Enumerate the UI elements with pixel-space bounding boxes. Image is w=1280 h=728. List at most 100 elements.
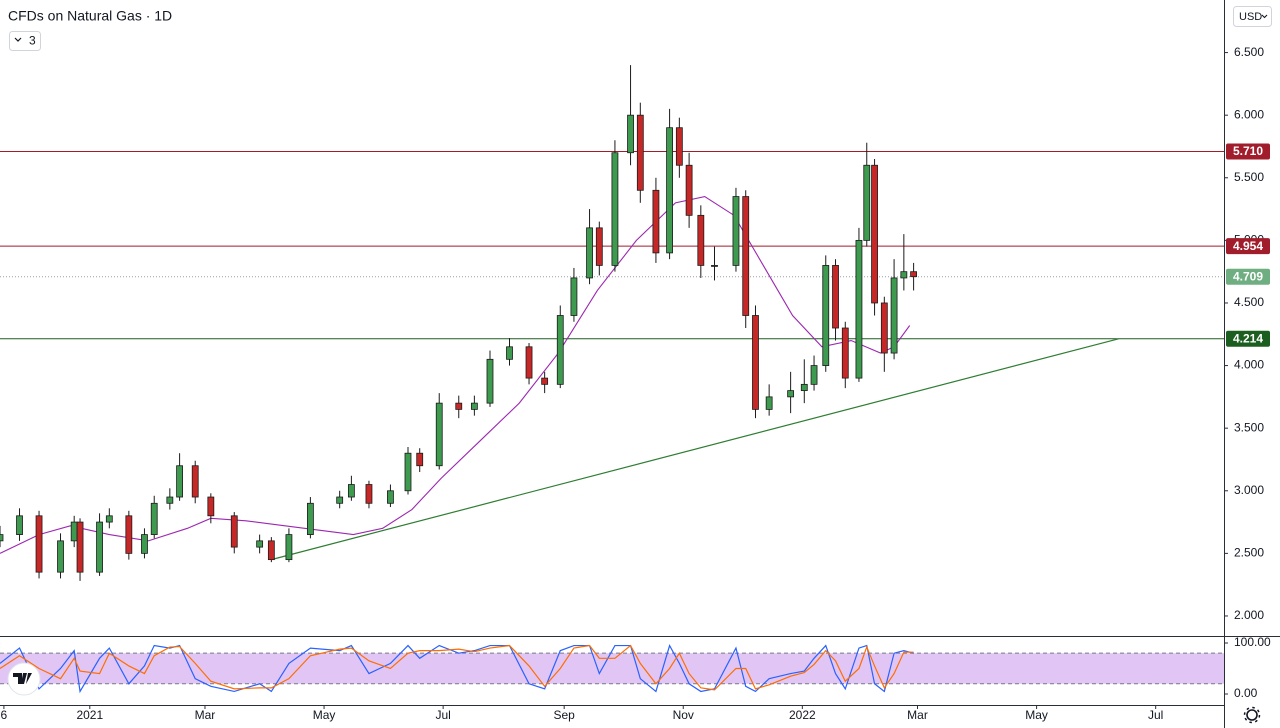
candle-body <box>336 496 344 504</box>
candle-body <box>35 515 43 573</box>
price-badge <box>1226 143 1270 160</box>
candle-body <box>742 196 750 316</box>
candle-body <box>627 114 634 154</box>
candle-body <box>267 540 275 561</box>
candle-body <box>141 534 148 554</box>
x-tick-label: 2022 <box>789 708 816 722</box>
tv-logo[interactable] <box>7 662 41 696</box>
candle-body <box>666 127 673 254</box>
price-badge <box>1226 238 1270 255</box>
candle-body <box>306 502 314 535</box>
candle-body <box>207 496 215 517</box>
candle-body <box>150 502 158 535</box>
x-tick-label: May <box>1025 708 1048 722</box>
candle-body <box>230 515 238 548</box>
candle-body <box>125 515 133 554</box>
y-tick-label: 3.500 <box>1234 420 1264 434</box>
indicators-toggle[interactable]: 3 <box>9 31 41 51</box>
gear-ring <box>1246 709 1258 721</box>
oscillator-line <box>0 644 914 691</box>
candle-body <box>652 189 660 254</box>
y-tick-label: 5.500 <box>1234 170 1264 184</box>
candle-body <box>732 196 740 266</box>
candle-body <box>404 452 412 492</box>
x-tick-label: Jul <box>1148 708 1163 722</box>
candle-body <box>871 164 878 304</box>
candle-body <box>470 402 478 410</box>
x-tick-label: 2021 <box>76 708 103 722</box>
indicators-count: 3 <box>29 34 36 48</box>
candle-body <box>675 127 683 166</box>
candle-body <box>570 277 578 316</box>
candle-body <box>685 164 693 216</box>
candle-body <box>525 346 533 379</box>
chart-title: CFDs on Natural Gas · 1D <box>8 8 172 24</box>
candle-body <box>787 390 795 398</box>
candle-body <box>416 452 424 467</box>
candle-body <box>697 214 705 266</box>
price-badge <box>1226 268 1270 285</box>
x-tick-label: Mar <box>195 708 216 722</box>
candle-body <box>636 114 644 191</box>
y-tick-label: 2.500 <box>1234 546 1264 560</box>
x-tick-label: 6 <box>1 708 8 722</box>
y-tick-label: 6.500 <box>1234 45 1264 59</box>
candle-body <box>96 521 103 573</box>
y-tick-label: 4.000 <box>1234 358 1264 372</box>
price-badge-label: 4.954 <box>1233 239 1263 253</box>
price-badge-label: 5.710 <box>1233 144 1263 158</box>
trendline <box>271 338 1119 561</box>
candle-body <box>486 358 494 404</box>
candle-body <box>365 484 373 504</box>
candle-body <box>586 227 593 279</box>
x-tick-label: Nov <box>673 708 694 722</box>
candle-body <box>105 515 113 523</box>
currency-chevron <box>1261 14 1268 19</box>
candle-body <box>711 265 718 267</box>
price-badge-label: 4.214 <box>1233 331 1263 345</box>
candle-body <box>822 265 830 366</box>
candle-body <box>900 271 908 279</box>
gear-teeth <box>1243 706 1261 724</box>
candle-body <box>800 383 808 392</box>
plot-layer <box>0 65 1224 694</box>
candle-body <box>855 239 863 379</box>
osc-tick-label: 100.00 <box>1234 635 1271 649</box>
settings-gear[interactable] <box>1243 706 1261 724</box>
x-tick-label: Jul <box>435 708 450 722</box>
toggle-box[interactable] <box>9 31 41 51</box>
candle-body <box>285 534 293 561</box>
candle-body <box>57 540 64 573</box>
candle-body <box>0 534 4 542</box>
candle-body <box>880 302 888 354</box>
x-tick-label: Sep <box>553 708 575 722</box>
osc-tick-label: 0.00 <box>1234 686 1258 700</box>
candle-body <box>765 396 773 410</box>
candle-body <box>256 540 264 548</box>
candle-body <box>910 271 918 278</box>
candle-body <box>810 365 818 385</box>
candle-body <box>890 277 898 354</box>
candle-body <box>556 315 564 385</box>
candle-body <box>191 465 199 498</box>
candle-body <box>455 402 463 410</box>
candle-body <box>387 490 394 504</box>
candle-body <box>863 164 871 241</box>
candle-body <box>841 327 849 379</box>
currency-select[interactable]: USD <box>1233 6 1272 27</box>
price-badge <box>1226 330 1270 347</box>
price-badge-label: 4.709 <box>1233 269 1263 283</box>
logo-mark <box>13 673 32 684</box>
y-tick-label: 6.000 <box>1234 107 1264 121</box>
candle-body <box>16 515 23 535</box>
candle-body <box>541 377 549 385</box>
candle-body <box>347 484 355 498</box>
currency-box[interactable] <box>1233 6 1272 27</box>
candle-body <box>166 496 174 504</box>
y-tick-label: 2.000 <box>1234 608 1264 622</box>
candle-body <box>76 521 84 573</box>
oscillator-line <box>0 643 914 694</box>
candle-body <box>435 402 443 467</box>
currency-label: USD <box>1239 11 1262 23</box>
candle-body <box>611 152 619 266</box>
